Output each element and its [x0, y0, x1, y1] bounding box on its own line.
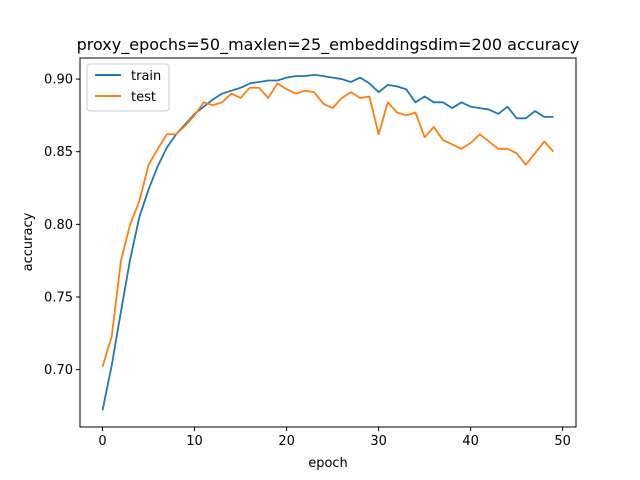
- legend-label-train: train: [131, 69, 161, 84]
- series-layer: [101, 73, 555, 411]
- y-axis-label: accuracy: [21, 212, 36, 271]
- x-tick-label: 10: [186, 434, 203, 449]
- x-tick-label: 0: [98, 434, 106, 449]
- y-tick-label: 0.80: [44, 218, 73, 233]
- legend: train test: [86, 63, 170, 112]
- x-tick-label: 30: [370, 434, 387, 449]
- plot-area: 0 10 20 30 40 50 0.70 0.75 0.80 0.85 0.90: [44, 57, 577, 449]
- series-line-test: [101, 82, 555, 367]
- y-axis-ticks: 0.70 0.75 0.80 0.85 0.90: [44, 73, 80, 378]
- x-tick-label: 40: [462, 434, 479, 449]
- y-tick-label: 0.85: [44, 145, 73, 160]
- x-tick-label: 50: [554, 434, 571, 449]
- plot-frame: [79, 57, 577, 428]
- x-axis-label: epoch: [308, 456, 348, 471]
- x-axis-ticks: 0 10 20 30 40 50: [98, 427, 571, 449]
- y-tick-label: 0.90: [44, 73, 73, 88]
- legend-label-test: test: [131, 90, 156, 105]
- y-tick-label: 0.75: [44, 290, 73, 305]
- y-tick-label: 0.70: [44, 363, 73, 378]
- x-tick-label: 20: [278, 434, 295, 449]
- chart-title: proxy_epochs=50_maxlen=25_embeddingsdim=…: [77, 35, 580, 55]
